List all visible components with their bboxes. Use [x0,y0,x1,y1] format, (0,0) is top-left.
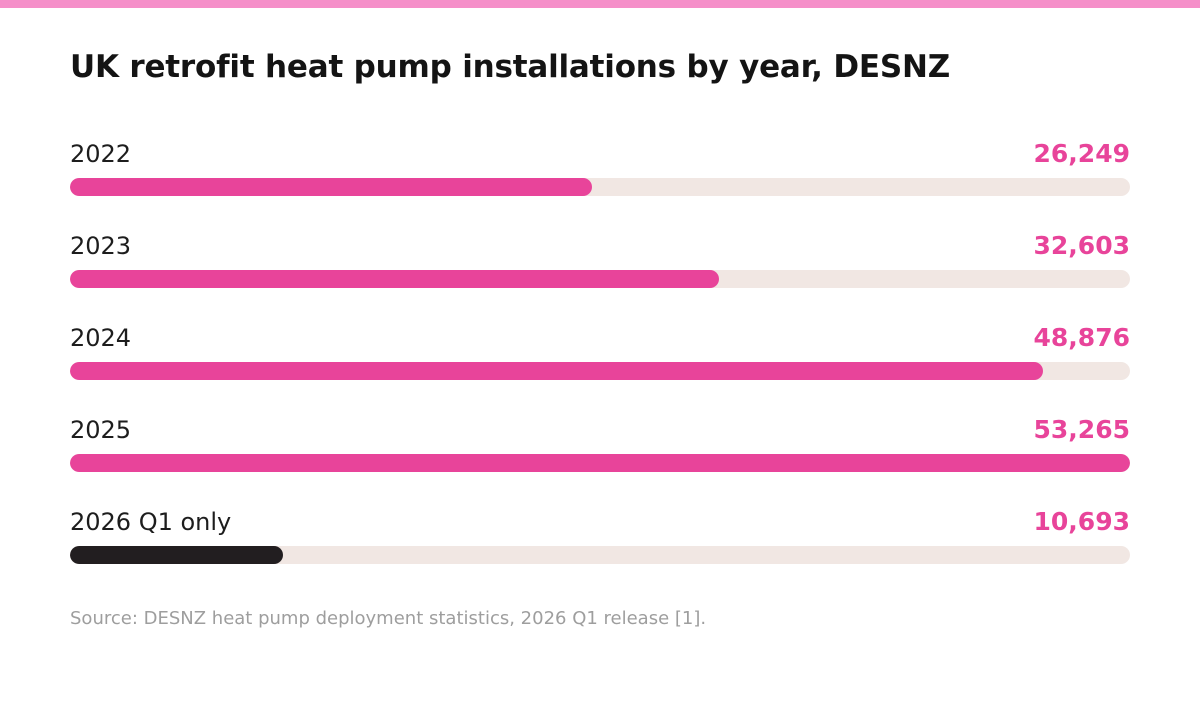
value-label: 53,265 [1033,415,1130,444]
source-note: Source: DESNZ heat pump deployment stati… [70,608,707,629]
value-label: 48,876 [1033,323,1130,352]
bar-row: 2024 48,876 [70,322,1130,382]
bar-track [70,454,1130,472]
bar [70,362,1043,380]
chart-title: UK retrofit heat pump installations by y… [70,49,951,85]
bar [70,178,592,196]
bar-track [70,546,1130,564]
bar-track [70,178,1130,196]
bar-row: 2023 32,603 [70,230,1130,290]
bar [70,270,719,288]
category-label: 2023 [70,232,132,260]
category-label: 2022 [70,140,132,168]
category-label: 2026 Q1 only [70,508,232,536]
value-label: 26,249 [1033,139,1130,168]
bar-row: 2022 26,249 [70,138,1130,198]
bar [70,454,1130,472]
bar-track [70,362,1130,380]
bar-row: 2026 Q1 only 10,693 [70,506,1130,566]
bar-track [70,270,1130,288]
top-accent-stripe [0,0,1200,8]
category-label: 2024 [70,324,132,352]
bar [70,546,283,564]
value-label: 32,603 [1033,231,1130,260]
category-label: 2025 [70,416,132,444]
bar-row: 2025 53,265 [70,414,1130,474]
value-label: 10,693 [1033,507,1130,536]
